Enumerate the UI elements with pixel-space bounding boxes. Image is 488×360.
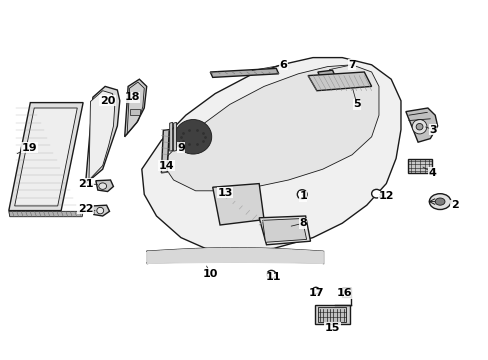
Text: 10: 10 bbox=[202, 269, 218, 279]
Bar bbox=[129, 109, 140, 115]
Polygon shape bbox=[210, 68, 278, 77]
Ellipse shape bbox=[411, 120, 426, 134]
Text: 18: 18 bbox=[124, 92, 140, 102]
Text: 12: 12 bbox=[378, 191, 393, 201]
Text: 19: 19 bbox=[21, 143, 37, 153]
Polygon shape bbox=[405, 108, 437, 142]
Polygon shape bbox=[307, 72, 371, 91]
Polygon shape bbox=[93, 205, 109, 216]
Bar bbox=[317, 307, 346, 322]
Text: 14: 14 bbox=[158, 161, 174, 171]
Text: 21: 21 bbox=[78, 179, 93, 189]
Polygon shape bbox=[124, 79, 146, 137]
Polygon shape bbox=[262, 219, 306, 242]
Polygon shape bbox=[161, 65, 378, 191]
Polygon shape bbox=[9, 103, 83, 211]
Polygon shape bbox=[212, 184, 264, 225]
Text: 16: 16 bbox=[336, 288, 352, 298]
Ellipse shape bbox=[312, 287, 319, 294]
Ellipse shape bbox=[371, 189, 381, 198]
Text: 5: 5 bbox=[352, 99, 360, 109]
Polygon shape bbox=[259, 216, 310, 245]
Text: 6: 6 bbox=[279, 60, 287, 70]
Text: 4: 4 bbox=[428, 168, 436, 178]
Text: 20: 20 bbox=[100, 96, 115, 106]
Ellipse shape bbox=[415, 123, 422, 130]
Text: 8: 8 bbox=[299, 218, 306, 228]
Text: 15: 15 bbox=[324, 323, 340, 333]
Polygon shape bbox=[96, 180, 113, 192]
Text: 11: 11 bbox=[265, 272, 281, 282]
Text: 9: 9 bbox=[177, 143, 184, 153]
Polygon shape bbox=[142, 58, 400, 252]
Polygon shape bbox=[89, 91, 115, 180]
Ellipse shape bbox=[297, 190, 306, 199]
Polygon shape bbox=[317, 70, 334, 77]
Text: 1: 1 bbox=[299, 191, 306, 201]
Polygon shape bbox=[85, 86, 120, 184]
Ellipse shape bbox=[266, 270, 275, 278]
Ellipse shape bbox=[99, 183, 106, 189]
Text: 7: 7 bbox=[347, 60, 355, 70]
Text: 22: 22 bbox=[78, 204, 93, 214]
Polygon shape bbox=[15, 108, 77, 206]
Ellipse shape bbox=[97, 207, 103, 214]
Ellipse shape bbox=[428, 194, 450, 210]
Text: 3: 3 bbox=[428, 125, 436, 135]
Polygon shape bbox=[173, 122, 176, 151]
Bar bbox=[342, 288, 350, 297]
Ellipse shape bbox=[174, 120, 211, 154]
Polygon shape bbox=[161, 130, 169, 173]
Bar bbox=[315, 305, 349, 324]
Text: 2: 2 bbox=[450, 200, 458, 210]
Polygon shape bbox=[9, 211, 83, 217]
Text: 13: 13 bbox=[217, 188, 232, 198]
Polygon shape bbox=[169, 122, 172, 151]
Ellipse shape bbox=[434, 198, 444, 205]
Text: 17: 17 bbox=[308, 288, 324, 298]
Bar bbox=[407, 159, 431, 173]
